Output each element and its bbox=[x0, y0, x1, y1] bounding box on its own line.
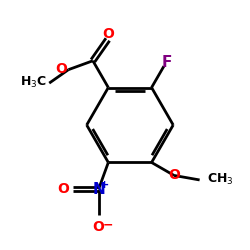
Text: O: O bbox=[102, 27, 114, 41]
Text: O: O bbox=[55, 62, 67, 76]
Text: −: − bbox=[103, 219, 114, 232]
Text: O: O bbox=[93, 220, 104, 234]
Text: F: F bbox=[161, 56, 172, 70]
Text: N: N bbox=[92, 182, 105, 197]
Text: O: O bbox=[168, 168, 180, 182]
Text: CH$_3$: CH$_3$ bbox=[206, 172, 233, 187]
Text: H$_3$C: H$_3$C bbox=[20, 75, 47, 90]
Text: +: + bbox=[100, 180, 109, 190]
Text: O: O bbox=[57, 182, 69, 196]
